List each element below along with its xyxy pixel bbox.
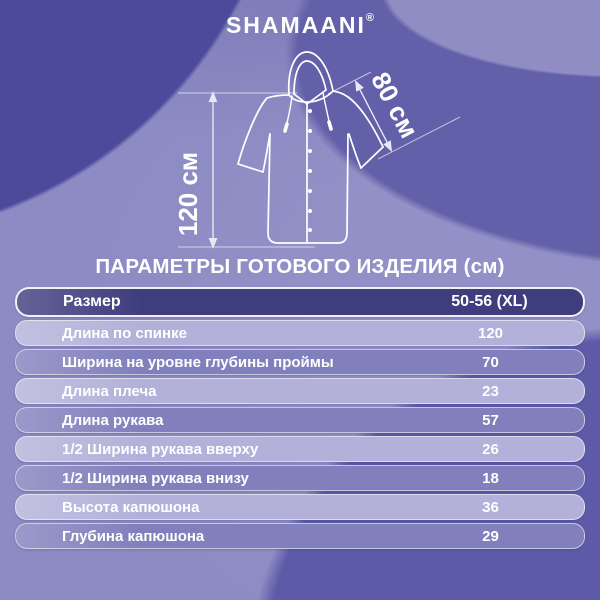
brand-name: SHAMAANI <box>225 12 366 38</box>
row-value: 57 <box>482 411 499 429</box>
row-label: Длина по спинке <box>62 324 187 342</box>
row-label: 1/2 Ширина рукава вверху <box>62 440 259 458</box>
table-row: Ширина на уровне глубины проймы 70 <box>15 349 585 375</box>
raincoat-dimension-diagram: 120 см 80 см <box>173 51 461 249</box>
row-value: 29 <box>482 527 499 545</box>
size-parameters-table: Размер 50-56 (XL) Длина по спинке 120 Ши… <box>15 287 585 549</box>
row-label: Глубина капюшона <box>62 527 205 545</box>
row-label: Ширина на уровне глубины проймы <box>62 353 334 371</box>
row-label: 1/2 Ширина рукава внизу <box>62 469 249 487</box>
registered-trademark-icon: ® <box>365 12 375 24</box>
row-value: 18 <box>482 469 499 487</box>
height-label: 120 см <box>173 152 203 236</box>
header-label: Размер <box>63 293 121 310</box>
raincoat-outline-icon <box>237 51 384 244</box>
table-title: ПАРАМЕТРЫ ГОТОВОГО ИЗДЕЛИЯ (см) <box>95 255 505 278</box>
table-row: 1/2 Ширина рукава внизу 18 <box>15 465 585 491</box>
table-header-row: Размер 50-56 (XL) <box>15 287 585 317</box>
row-value: 26 <box>482 440 499 458</box>
row-value: 23 <box>482 382 499 400</box>
table-row: Длина по спинке 120 <box>15 320 585 346</box>
row-value: 36 <box>482 498 499 516</box>
table-row: Длина рукава 57 <box>15 407 585 433</box>
table-row: Длина плеча 23 <box>15 378 585 404</box>
brand-logo: SHAMAANI® <box>0 12 600 39</box>
snap-buttons <box>308 109 312 232</box>
row-label: Длина рукава <box>62 411 164 429</box>
header-value: 50-56 (XL) <box>451 293 528 310</box>
row-value: 70 <box>482 353 499 371</box>
row-label: Высота капюшона <box>62 498 200 516</box>
table-row: 1/2 Ширина рукава вверху 26 <box>15 436 585 462</box>
table-row: Глубина капюшона 29 <box>15 523 585 549</box>
height-dimension-arrow: 120 см <box>173 91 315 249</box>
sleeve-label: 80 см <box>365 67 424 143</box>
row-label: Длина плеча <box>62 382 157 400</box>
table-row: Высота капюшона 36 <box>15 494 585 520</box>
row-value: 120 <box>477 324 504 342</box>
